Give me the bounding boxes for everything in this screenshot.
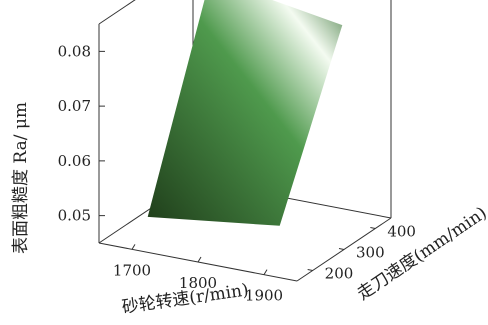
x-tick-label: 1900	[245, 287, 283, 305]
z-axis-ticks: 0.05 0.06 0.07 0.08	[58, 42, 105, 225]
x-tick-mark	[131, 244, 136, 250]
y-tick-label: 400	[387, 223, 416, 241]
y-tick-mark	[338, 248, 345, 250]
top-left-edge	[98, 0, 136, 25]
z-tick-label: 0.07	[58, 97, 91, 115]
surface-plane	[147, 0, 343, 226]
z-tick-label: 0.05	[58, 207, 91, 225]
x-tick-mark	[263, 269, 268, 275]
y-tick-mark	[307, 269, 313, 271]
x-tick-label: 1700	[113, 261, 151, 279]
y-tick-mark	[370, 227, 376, 229]
z-tick-label: 0.06	[58, 152, 91, 170]
y-tick-label: 200	[325, 265, 354, 283]
y-tick-label: 300	[356, 244, 385, 262]
z-axis-title: 表面粗糙度 Ra/ μm	[11, 102, 31, 254]
x-tick-label: 1800	[179, 274, 217, 292]
z-tick-label: 0.08	[58, 42, 91, 60]
x-axis-ticks: 1700 1800 1900	[113, 244, 283, 305]
x-tick-mark	[197, 256, 202, 263]
